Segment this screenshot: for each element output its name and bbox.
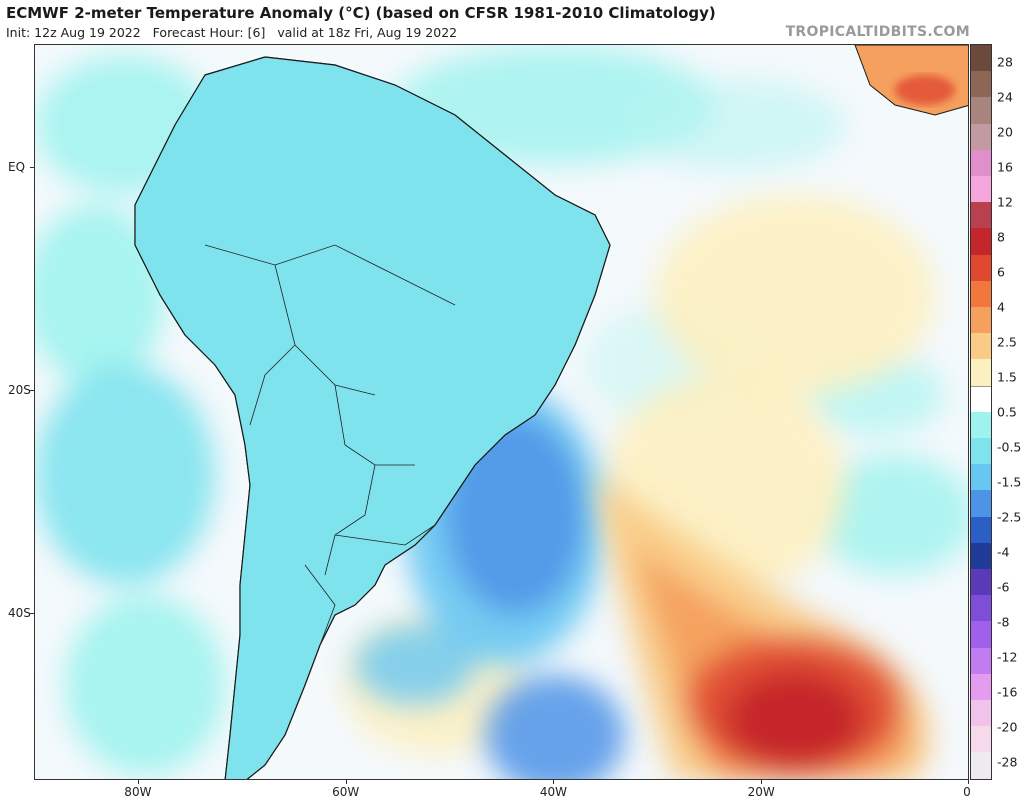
colorbar-label: -8	[997, 614, 1010, 630]
colorbar-label: 20	[997, 124, 1013, 140]
colorbar	[970, 44, 992, 780]
colorbar-label: 2.5	[997, 334, 1017, 350]
colorbar-label: 16	[997, 159, 1013, 175]
colorbar-label: -1.5	[997, 474, 1022, 490]
colorbar-swatch	[971, 673, 991, 701]
colorbar-swatch	[971, 333, 991, 360]
colorbar-label: -6	[997, 579, 1010, 595]
colorbar-swatch	[971, 516, 991, 543]
colorbar-swatch	[971, 621, 991, 648]
colorbar-swatch	[971, 254, 991, 281]
lon-label: 40W	[539, 785, 568, 799]
colorbar-swatch	[971, 123, 991, 150]
south-atlantic-warm-plume	[595, 475, 931, 779]
lat-tick	[30, 612, 34, 614]
chart-title: ECMWF 2-meter Temperature Anomaly (°C) (…	[6, 4, 716, 22]
colorbar-label: 24	[997, 89, 1013, 105]
colorbar-label: 0.5	[997, 404, 1017, 420]
lat-label: EQ	[8, 159, 26, 174]
colorbar-swatch	[971, 464, 991, 491]
colorbar-swatch	[971, 490, 991, 517]
colorbar-label: 8	[997, 229, 1005, 245]
lon-tick	[553, 780, 555, 784]
lon-label: 20W	[747, 785, 775, 799]
colorbar-swatch	[971, 280, 991, 308]
colorbar-label: -12	[997, 649, 1018, 665]
colorbar-swatch	[971, 228, 991, 255]
colorbar-label: 12	[997, 194, 1013, 210]
lon-tick	[137, 780, 139, 784]
colorbar-label: -20	[997, 719, 1018, 735]
colorbar-swatch	[971, 307, 991, 334]
colorbar-swatch	[971, 202, 991, 229]
colorbar-label: 6	[997, 264, 1005, 280]
lat-tick	[30, 389, 34, 391]
colorbar-swatch	[971, 569, 991, 596]
colorbar-swatch	[971, 97, 991, 124]
colorbar-swatch	[971, 71, 991, 98]
colorbar-label: -2.5	[997, 509, 1022, 525]
lon-label: 0	[963, 785, 971, 799]
colorbar-swatch	[971, 149, 991, 177]
valid-time: valid at 18z Fri, Aug 19 2022	[277, 25, 458, 40]
colorbar-swatch	[971, 359, 991, 386]
colorbar-label: -28	[997, 754, 1018, 770]
colorbar-label: -0.5	[997, 439, 1022, 455]
country-borders	[204, 244, 456, 646]
lon-label: 60W	[332, 785, 360, 799]
lon-tick	[968, 780, 969, 784]
site-brand: TROPICALTIDBITS.COM	[785, 24, 970, 40]
colorbar-swatch	[971, 176, 991, 203]
colorbar-label: -16	[997, 684, 1018, 700]
lon-label: 80W	[124, 785, 152, 799]
colorbar-label: -4	[997, 544, 1010, 560]
colorbar-swatch	[971, 752, 991, 779]
colorbar-swatch	[971, 385, 991, 412]
forecast-info: Init: 12z Aug 19 2022 Forecast Hour: [6]…	[6, 25, 465, 40]
map-canvas	[35, 45, 968, 779]
colorbar-label: 28	[997, 54, 1013, 70]
lat-label: 20S	[8, 382, 31, 397]
colorbar-swatch	[971, 45, 991, 72]
colorbar-label: 1.5	[997, 369, 1017, 385]
lon-tick	[345, 780, 347, 784]
ocean-cool-patches	[35, 45, 968, 775]
colorbar-swatch	[971, 647, 991, 674]
anomaly-map[interactable]	[34, 44, 969, 780]
lon-tick	[761, 780, 763, 784]
colorbar-swatch	[971, 726, 991, 753]
colorbar-swatch	[971, 411, 991, 439]
colorbar-swatch	[971, 595, 991, 622]
colorbar-swatch	[971, 438, 991, 465]
init-time: Init: 12z Aug 19 2022	[6, 25, 141, 40]
colorbar-swatch	[971, 542, 991, 570]
lat-tick	[30, 166, 34, 168]
colorbar-label: 4	[997, 299, 1005, 315]
forecast-hour: Forecast Hour: [6]	[152, 25, 266, 40]
colorbar-swatch	[971, 700, 991, 727]
lat-label: 40S	[8, 605, 31, 620]
